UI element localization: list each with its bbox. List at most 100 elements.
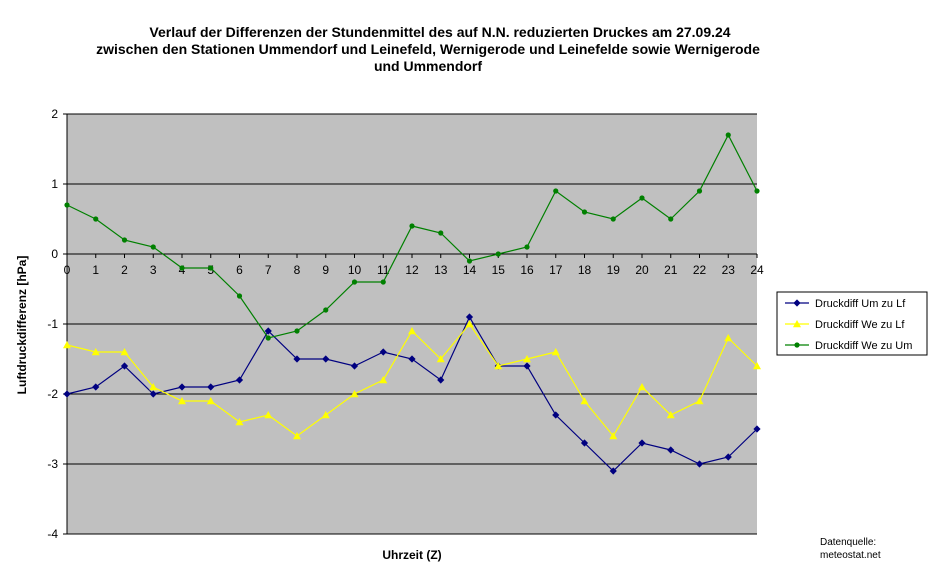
data-point bbox=[150, 244, 156, 250]
x-tick-label: 19 bbox=[607, 263, 621, 277]
y-tick-label: -3 bbox=[47, 457, 58, 471]
legend-marker bbox=[793, 299, 801, 307]
data-point bbox=[753, 425, 761, 433]
data-point bbox=[695, 397, 704, 405]
data-point bbox=[724, 334, 733, 342]
data-point bbox=[350, 390, 359, 398]
series-3 bbox=[64, 132, 760, 341]
x-tick-label: 1 bbox=[92, 263, 99, 277]
x-tick-label: 3 bbox=[150, 263, 157, 277]
y-tick-label: 0 bbox=[51, 247, 58, 261]
y-axis-tick-labels: 2 1 0 -1 -2 -3 -4 bbox=[47, 107, 58, 541]
legend-item: Druckdiff We zu Lf bbox=[785, 319, 905, 331]
x-tick-label: 17 bbox=[549, 263, 563, 277]
data-point bbox=[725, 132, 731, 138]
x-tick-label: 24 bbox=[750, 263, 764, 277]
data-point bbox=[380, 279, 386, 285]
data-point bbox=[754, 188, 760, 194]
x-tick-label: 20 bbox=[635, 263, 649, 277]
data-point bbox=[524, 244, 530, 250]
data-point bbox=[293, 432, 301, 440]
data-point bbox=[495, 251, 501, 257]
data-point bbox=[379, 376, 388, 384]
data-point bbox=[409, 223, 415, 229]
chart-title-line-1: Verlauf der Differenzen der Stundenmitte… bbox=[149, 24, 730, 40]
series-2 bbox=[63, 320, 761, 440]
data-point bbox=[178, 397, 186, 405]
data-point bbox=[724, 453, 732, 461]
data-point bbox=[465, 313, 474, 321]
data-point bbox=[438, 230, 444, 236]
data-point bbox=[207, 383, 215, 391]
x-tick-label: 10 bbox=[348, 263, 362, 277]
chart-title: Verlauf der Differenzen der Stundenmitte… bbox=[96, 24, 760, 74]
data-point bbox=[208, 265, 214, 271]
legend-label: Druckdiff We zu Lf bbox=[815, 319, 905, 331]
data-point bbox=[379, 348, 387, 356]
y-tick-label: 1 bbox=[51, 177, 58, 191]
x-tick-label: 6 bbox=[236, 263, 243, 277]
series-1 bbox=[63, 313, 761, 475]
data-point bbox=[523, 355, 531, 363]
data-point bbox=[265, 335, 271, 341]
chart-title-line-3: und Ummendorf bbox=[374, 58, 482, 74]
data-point bbox=[437, 376, 445, 384]
legend-item: Druckdiff Um zu Lf bbox=[785, 298, 906, 310]
data-point bbox=[494, 362, 503, 370]
data-point bbox=[64, 202, 70, 208]
x-tick-label: 13 bbox=[434, 263, 448, 277]
data-point bbox=[553, 188, 559, 194]
data-point bbox=[609, 467, 617, 475]
x-tick-label: 23 bbox=[722, 263, 736, 277]
y-axis-label: Luftdruckdifferenz [hPa] bbox=[15, 256, 29, 395]
data-point bbox=[523, 362, 531, 370]
legend-marker bbox=[794, 342, 800, 348]
data-point bbox=[580, 397, 589, 405]
data-point bbox=[120, 348, 129, 356]
data-point bbox=[149, 390, 157, 398]
data-source-label: Datenquelle: bbox=[820, 537, 876, 548]
legend-item: Druckdiff We zu Um bbox=[785, 340, 912, 352]
legend-label: Druckdiff We zu Um bbox=[815, 340, 912, 352]
data-point bbox=[63, 341, 71, 349]
data-point bbox=[465, 320, 474, 328]
legend-label: Druckdiff Um zu Lf bbox=[815, 298, 906, 310]
data-source-value: meteostat.net bbox=[820, 550, 881, 561]
data-point bbox=[350, 362, 359, 370]
x-tick-label: 21 bbox=[664, 263, 678, 277]
axes bbox=[66, 114, 758, 535]
data-point bbox=[609, 432, 618, 440]
data-point bbox=[639, 195, 645, 201]
x-tick-label: 15 bbox=[492, 263, 506, 277]
data-point bbox=[351, 279, 358, 285]
data-point bbox=[667, 446, 675, 454]
x-tick-label: 16 bbox=[520, 263, 534, 277]
data-point bbox=[436, 355, 445, 363]
x-tick-label: 2 bbox=[121, 263, 128, 277]
data-point bbox=[466, 258, 473, 264]
data-point bbox=[63, 390, 71, 398]
data-point bbox=[668, 216, 674, 222]
x-tick-label: 22 bbox=[693, 263, 707, 277]
data-point bbox=[638, 383, 646, 391]
data-point bbox=[264, 327, 272, 335]
data-point bbox=[696, 188, 703, 194]
data-point bbox=[638, 439, 646, 447]
x-tick-label: 12 bbox=[405, 263, 419, 277]
y-tick-label: -2 bbox=[47, 387, 58, 401]
data-point bbox=[666, 411, 675, 419]
data-series bbox=[63, 132, 761, 475]
x-tick-label: 8 bbox=[294, 263, 301, 277]
data-point bbox=[753, 362, 761, 370]
data-point bbox=[235, 376, 244, 384]
x-axis-label: Uhrzeit (Z) bbox=[382, 548, 441, 562]
data-point bbox=[178, 383, 186, 391]
data-point bbox=[581, 209, 588, 215]
data-point bbox=[179, 265, 185, 271]
data-point bbox=[323, 307, 329, 313]
y-tick-label: 2 bbox=[51, 107, 58, 121]
data-point bbox=[93, 216, 99, 222]
data-point bbox=[695, 460, 704, 468]
x-tick-label: 14 bbox=[463, 263, 477, 277]
